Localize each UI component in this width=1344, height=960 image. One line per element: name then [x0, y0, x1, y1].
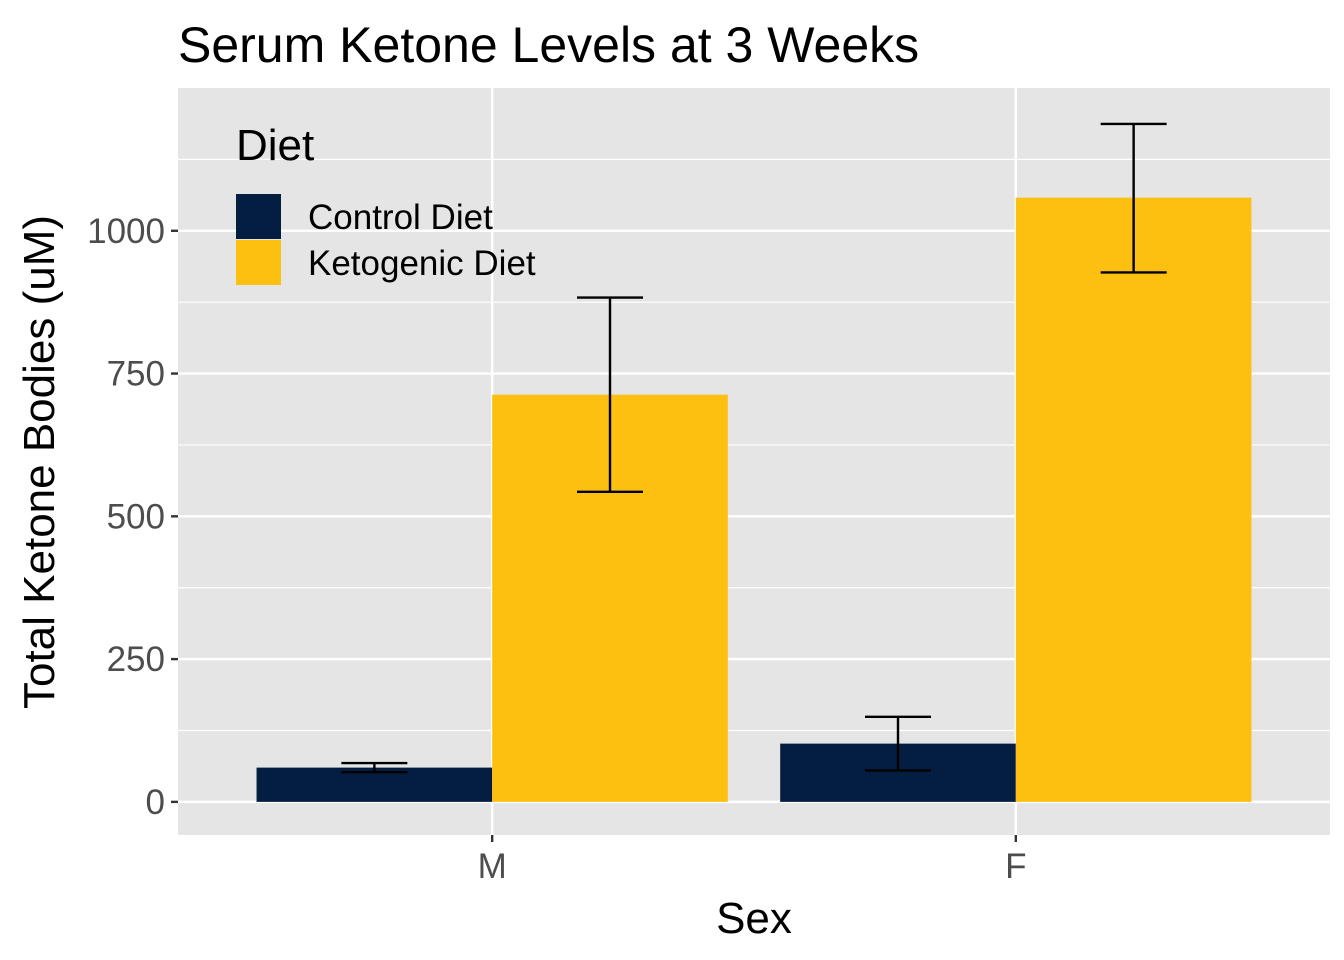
error-bars — [341, 122, 1167, 774]
y-axis-title: Total Ketone Bodies (uM) — [15, 215, 64, 709]
legend-label: Control Diet — [308, 198, 493, 237]
chart-title: Serum Ketone Levels at 3 Weeks — [178, 17, 919, 73]
legend-items: Control Diet Ketogenic Diet — [236, 194, 536, 285]
legend-title: Diet — [236, 121, 314, 170]
y-axis: 0 250 500 750 1000 — [87, 212, 178, 822]
y-tick-label: 250 — [107, 640, 165, 679]
bar — [1015, 197, 1252, 802]
legend: Diet Control Diet Ketogenic Diet — [236, 121, 536, 285]
legend-label: Ketogenic Diet — [308, 244, 536, 283]
x-tick-label: M — [478, 847, 507, 886]
y-tick-label: 1000 — [87, 212, 165, 251]
x-tick-label: F — [1005, 847, 1026, 886]
y-tick-label: 0 — [146, 783, 165, 822]
y-tick-label: 500 — [107, 497, 165, 536]
legend-key — [236, 194, 281, 239]
x-axis-title: Sex — [716, 894, 792, 943]
bars — [256, 197, 1252, 802]
y-tick-label: 750 — [107, 355, 165, 394]
legend-key — [236, 240, 281, 285]
